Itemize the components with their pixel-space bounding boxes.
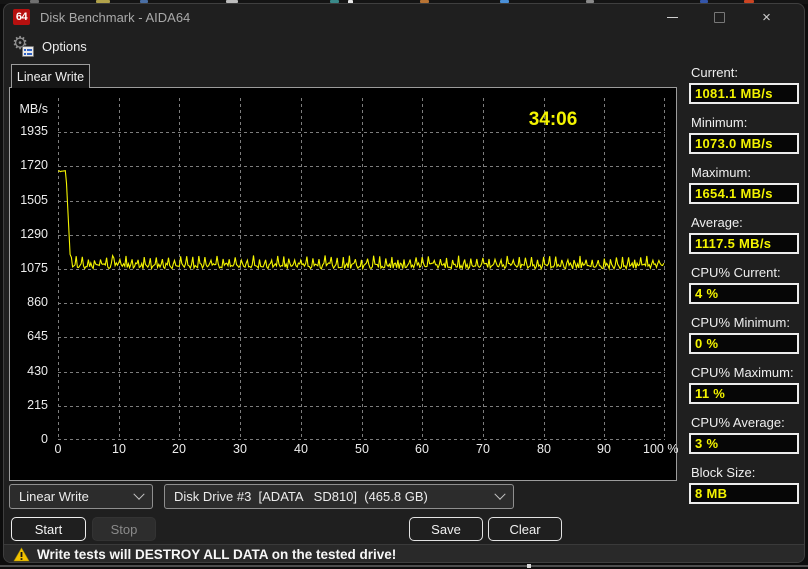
window-title: Disk Benchmark - AIDA64 (40, 9, 191, 25)
desktop-icon-fragment (700, 0, 708, 3)
x-tick-label: 80 (537, 442, 551, 456)
stat-label: Minimum: (691, 115, 748, 130)
stat-value-box: 1081.1 MB/s (689, 83, 799, 104)
desktop-icon-fragment (226, 0, 238, 3)
test-type-select[interactable]: Linear Write (9, 484, 153, 509)
tab-linear-write[interactable]: Linear Write (11, 64, 90, 88)
aida64-logo-icon: 64 (13, 9, 30, 25)
y-axis-labels: MB/s 1935 1720 1505 1290 1075 860 645 430 215 0 (10, 88, 54, 480)
stat-value-box: 4 % (689, 283, 799, 304)
stat-value-box: 1654.1 MB/s (689, 183, 799, 204)
desktop-icon-fragment (30, 0, 39, 3)
stat-label: Average: (691, 215, 743, 230)
y-tick-label: 0 (41, 432, 48, 446)
stat-label: Block Size: (691, 465, 756, 480)
x-tick-label: 10 (112, 442, 126, 456)
stat-value-box: 1117.5 MB/s (689, 233, 799, 254)
maximize-icon (714, 11, 725, 23)
warning-text: Write tests will DESTROY ALL DATA on the… (37, 547, 397, 562)
stat-label: CPU% Maximum: (691, 365, 794, 380)
stat-value-box: 1073.0 MB/s (689, 133, 799, 154)
minimize-button[interactable] (649, 4, 696, 30)
x-tick-label: 60 (415, 442, 429, 456)
stat-label: CPU% Minimum: (691, 315, 790, 330)
y-tick-label: 645 (27, 329, 48, 343)
warning-icon (13, 547, 30, 562)
write-speed-trace (58, 170, 665, 271)
stat-value-box: 8 MB (689, 483, 799, 504)
options-icon: ⚙ (12, 33, 34, 57)
desktop-icon-fragment (348, 0, 353, 4)
x-tick-label: 50 (355, 442, 369, 456)
warning-bar: Write tests will DESTROY ALL DATA on the… (4, 544, 804, 562)
x-tick-label: 100 % (643, 442, 679, 456)
y-tick-label: 1505 (20, 193, 48, 207)
desktop-icon-fragment (586, 0, 594, 3)
desktop-icon-fragment (140, 0, 148, 3)
stat-label: CPU% Current: (691, 265, 781, 280)
checklist-icon (22, 46, 34, 57)
window-controls: × (649, 4, 804, 30)
app-window: 64 Disk Benchmark - AIDA64 × ⚙ Options L… (3, 3, 805, 563)
y-tick-label: MB/s (19, 102, 48, 116)
y-tick-label: 215 (27, 398, 48, 412)
chevron-down-icon (494, 488, 506, 500)
x-tick-label: 90 (597, 442, 611, 456)
x-tick-label: 30 (233, 442, 247, 456)
minimize-icon (667, 16, 678, 18)
elapsed-time: 34:06 (529, 109, 578, 130)
stat-label: Current: (691, 65, 738, 80)
stat-label: CPU% Average: (691, 415, 785, 430)
y-tick-label: 1720 (20, 158, 48, 172)
stat-value-box: 3 % (689, 433, 799, 454)
chevron-down-icon (133, 488, 145, 500)
x-axis-labels: 0 10 20 30 40 50 60 70 80 90 100 % (10, 442, 679, 462)
test-type-value: Linear Write (19, 489, 89, 504)
stats-panel: Current: 1081.1 MB/s Minimum: 1073.0 MB/s Ma… (689, 65, 802, 515)
taskbar-icon-fragment (527, 564, 531, 568)
y-tick-label: 1290 (20, 227, 48, 241)
y-tick-label: 1075 (20, 261, 48, 275)
benchmark-chart: 34:06 (58, 98, 665, 440)
maximize-button[interactable] (696, 4, 743, 30)
drive-value: Disk Drive #3 [ADATA SD810] (465.8 GB) (174, 489, 428, 504)
options-label: Options (42, 38, 87, 54)
chart-panel: MB/s 1935 1720 1505 1290 1075 860 645 430 215 0 34… (9, 87, 679, 481)
desktop-icon-fragment (330, 0, 339, 3)
options-menu[interactable]: ⚙ Options (4, 33, 95, 59)
desktop-icon-fragment (744, 0, 754, 3)
y-tick-label: 430 (27, 364, 48, 378)
start-button[interactable]: Start (11, 517, 86, 541)
stop-button[interactable]: Stop (92, 517, 156, 541)
desktop-icon-fragment (420, 0, 429, 3)
save-button[interactable]: Save (409, 517, 483, 541)
x-tick-label: 20 (172, 442, 186, 456)
x-tick-label: 0 (54, 442, 62, 456)
menu-bar: ⚙ Options (4, 32, 804, 60)
desktop-icon-fragment (500, 0, 509, 3)
desktop-backdrop (0, 0, 808, 4)
clear-button[interactable]: Clear (488, 517, 562, 541)
stat-label: Maximum: (691, 165, 751, 180)
stat-value-box: 11 % (689, 383, 799, 404)
x-tick-label: 40 (294, 442, 308, 456)
y-tick-label: 1935 (20, 124, 48, 138)
drive-select[interactable]: Disk Drive #3 [ADATA SD810] (465.8 GB) (164, 484, 514, 509)
close-button[interactable]: × (743, 4, 790, 30)
x-tick-label: 70 (476, 442, 490, 456)
desktop-icon-fragment (96, 0, 110, 3)
close-icon: × (762, 8, 771, 26)
title-bar: 64 Disk Benchmark - AIDA64 × (4, 4, 804, 30)
y-tick-label: 860 (27, 295, 48, 309)
taskbar-edge (0, 565, 808, 567)
stat-value-box: 0 % (689, 333, 799, 354)
